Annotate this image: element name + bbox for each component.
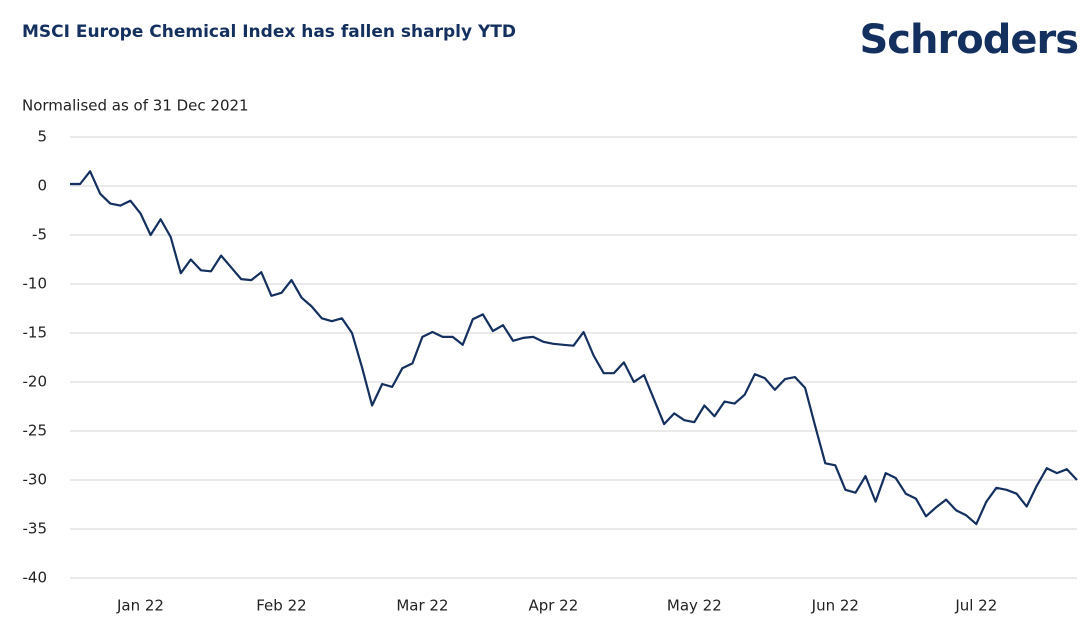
brand-logo: Schroders bbox=[860, 17, 1079, 63]
x-tick-label: Jun 22 bbox=[811, 597, 859, 615]
y-tick-label: -25 bbox=[23, 422, 48, 440]
y-tick-label: -40 bbox=[23, 569, 48, 587]
y-tick-label: 0 bbox=[37, 177, 47, 195]
y-tick-label: -20 bbox=[23, 373, 48, 391]
y-tick-label: -30 bbox=[23, 471, 48, 489]
x-tick-label: Feb 22 bbox=[256, 597, 306, 615]
y-tick-label: 5 bbox=[37, 128, 47, 146]
y-axis-label: Normalised as of 31 Dec 2021 bbox=[22, 97, 249, 115]
x-tick-label: Mar 22 bbox=[396, 597, 448, 615]
x-tick-label: May 22 bbox=[667, 597, 722, 615]
x-tick-label: Jan 22 bbox=[116, 597, 164, 615]
y-tick-label: -35 bbox=[23, 520, 48, 538]
x-tick-label: Jul 22 bbox=[954, 597, 997, 615]
x-tick-label: Apr 22 bbox=[528, 597, 578, 615]
y-tick-label: -10 bbox=[23, 275, 48, 293]
y-tick-label: -5 bbox=[32, 226, 47, 244]
chart-title: MSCI Europe Chemical Index has fallen sh… bbox=[22, 22, 516, 42]
line-series bbox=[70, 170, 1078, 526]
y-tick-label: -15 bbox=[23, 324, 48, 342]
